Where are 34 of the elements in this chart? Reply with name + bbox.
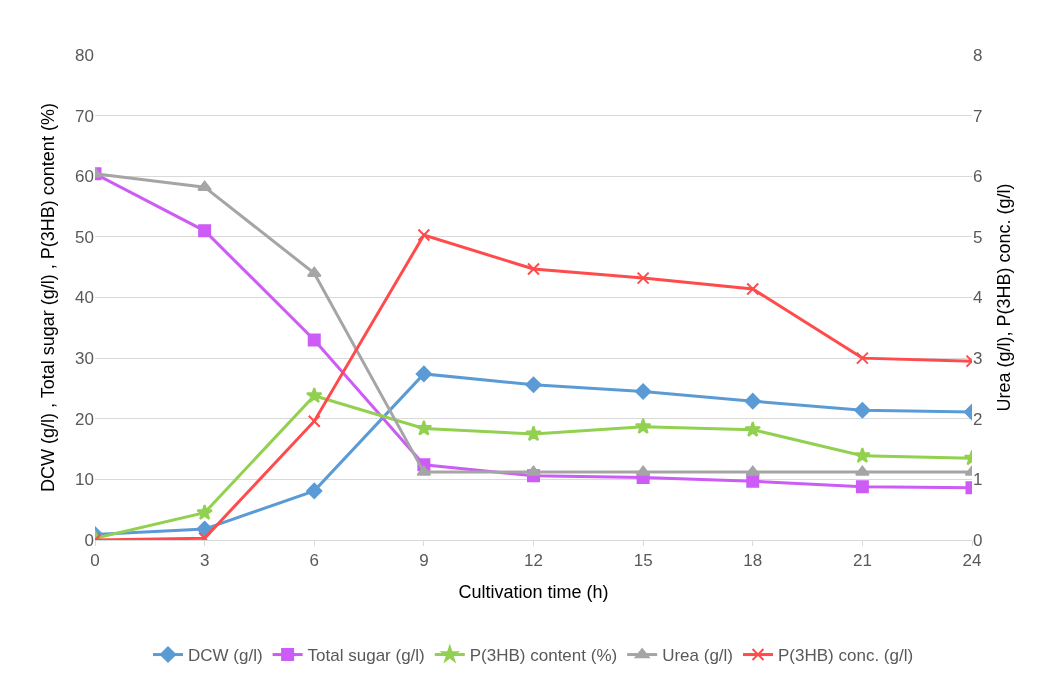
y2-tick-label: 0: [973, 530, 983, 550]
y2-tick-label: 8: [973, 45, 983, 65]
y2-tick-label: 2: [973, 409, 983, 429]
y2-tick-label: 7: [973, 106, 983, 126]
y-axis-title: DCW (g/l) , Total sugar (g/l) , P(3HB) content (%): [38, 103, 59, 492]
legend-label: P(3HB) content (%): [469, 646, 618, 666]
y2-tick-label: 5: [973, 227, 983, 247]
y-tick-label: 10: [75, 470, 94, 490]
y-tick-label: 20: [75, 409, 94, 429]
y2-tick-label: 1: [973, 470, 983, 490]
x-tick-label: 6: [309, 551, 319, 571]
x-axis-title: Cultivation time (h): [458, 581, 609, 602]
x-tick-label: 9: [419, 551, 429, 571]
y-tick-label: 60: [75, 167, 94, 187]
x-tick-label: 15: [633, 551, 653, 571]
legend-label: Total sugar (g/l): [307, 646, 425, 666]
x-tick-label: 21: [852, 551, 872, 571]
y2-tick-label: 3: [973, 349, 983, 369]
y-tick-label: 50: [75, 227, 94, 247]
legend-label: P(3HB) conc. (g/l): [778, 646, 914, 666]
y-tick-label: 80: [75, 45, 94, 65]
x-tick-label: 24: [962, 551, 982, 571]
y-tick-label: 0: [84, 530, 94, 550]
y2-axis-title: Urea (g/l), P(3HB) conc. (g/l): [993, 183, 1014, 412]
x-tick-label: 12: [524, 551, 543, 571]
legend-label: DCW (g/l): [188, 646, 263, 666]
y-tick-label: 40: [75, 288, 94, 308]
x-tick-label: 18: [743, 551, 763, 571]
y-tick-label: 30: [75, 349, 94, 369]
legend-label: Urea (g/l): [662, 646, 734, 666]
y2-tick-label: 4: [973, 288, 983, 308]
y2-tick-label: 6: [973, 167, 983, 187]
x-tick-label: 3: [199, 551, 210, 571]
y-tick-label: 70: [75, 106, 94, 126]
